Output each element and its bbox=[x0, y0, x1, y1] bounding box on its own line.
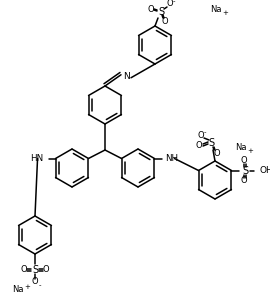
Text: NH: NH bbox=[166, 154, 178, 163]
Text: Na: Na bbox=[12, 285, 23, 294]
Text: +: + bbox=[222, 10, 228, 16]
Text: O: O bbox=[162, 17, 168, 25]
Text: +: + bbox=[247, 148, 253, 154]
Text: S: S bbox=[208, 138, 214, 148]
Text: Na: Na bbox=[235, 144, 247, 152]
Text: O: O bbox=[240, 156, 247, 165]
Text: +: + bbox=[24, 284, 30, 290]
Text: O: O bbox=[198, 132, 204, 140]
Text: O: O bbox=[21, 266, 27, 274]
Text: N: N bbox=[124, 72, 130, 81]
Text: OH: OH bbox=[259, 166, 270, 175]
Text: O: O bbox=[214, 148, 220, 158]
Text: -: - bbox=[204, 129, 206, 135]
Text: O: O bbox=[148, 5, 154, 13]
Text: O: O bbox=[43, 266, 49, 274]
Text: Na: Na bbox=[210, 6, 221, 14]
Text: -: - bbox=[39, 282, 41, 288]
Text: S: S bbox=[242, 166, 248, 176]
Text: O: O bbox=[167, 0, 173, 9]
Text: S: S bbox=[158, 7, 164, 17]
Text: -: - bbox=[173, 0, 175, 4]
Text: O: O bbox=[240, 176, 247, 185]
Text: S: S bbox=[32, 265, 38, 275]
Text: O: O bbox=[32, 278, 38, 286]
Text: O: O bbox=[196, 140, 202, 150]
Text: HN: HN bbox=[31, 154, 43, 163]
